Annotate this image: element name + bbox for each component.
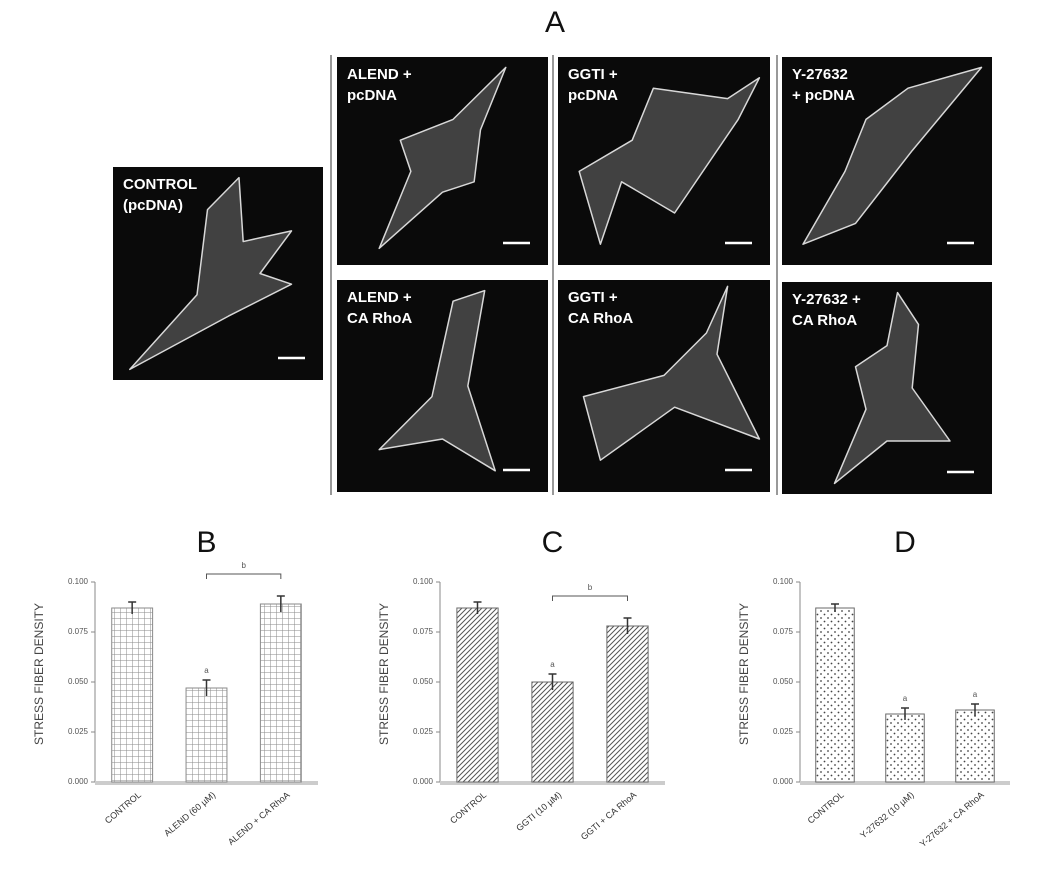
bar: [885, 713, 925, 783]
x-tick-label: GGTI (10 µM): [514, 790, 563, 833]
error-bar: [473, 601, 482, 614]
y-tick-label: 0.000: [413, 777, 434, 786]
bracket: [206, 573, 282, 579]
y-axis-label: STRESS FIBER DENSITY: [737, 603, 751, 745]
y-tick-label: 0.100: [413, 577, 434, 586]
error-bar: [202, 679, 211, 696]
cell: [378, 66, 507, 250]
significance-marker: a: [973, 690, 978, 699]
error-bar: [548, 673, 557, 690]
y-axis-label: STRESS FIBER DENSITY: [32, 603, 46, 745]
error-bar: [128, 601, 137, 614]
bar: [185, 687, 228, 783]
panel-label: CA RhoA: [568, 310, 633, 327]
panel-label: ALEND +: [347, 289, 412, 306]
error-bar: [971, 703, 979, 716]
bracket-label: b: [241, 561, 246, 570]
x-tick-label: CONTROL: [448, 790, 488, 826]
significance-marker: a: [204, 666, 209, 675]
significance-marker: a: [903, 694, 908, 703]
panel-label: GGTI +: [568, 66, 618, 83]
significance-marker: a: [550, 660, 555, 669]
y-tick-label: 0.100: [773, 577, 794, 586]
y-axis-label: STRESS FIBER DENSITY: [377, 603, 391, 745]
y-tick-label: 0.050: [413, 677, 434, 686]
panel-label: Y-27632 +: [792, 291, 861, 308]
y-tick-label: 0.025: [413, 727, 434, 736]
y-tick-label: 0.050: [773, 677, 794, 686]
y-tick-label: 0.075: [773, 627, 794, 636]
x-tick-label: Y-27632 + CA RhoA: [918, 790, 986, 849]
y-tick-label: 0.100: [68, 577, 89, 586]
bar: [815, 607, 855, 783]
bar: [111, 607, 154, 783]
panel-label: CA RhoA: [792, 312, 857, 329]
panel-label: pcDNA: [568, 87, 618, 104]
x-tick-label: CONTROL: [806, 790, 846, 826]
bracket-label: b: [588, 583, 593, 592]
chart-title: B: [196, 526, 216, 559]
y-tick-label: 0.075: [413, 627, 434, 636]
bracket: [552, 595, 628, 601]
y-tick-label: 0.025: [68, 727, 89, 736]
chart-title: D: [894, 526, 916, 559]
error-bar: [901, 707, 909, 720]
panel-label: + pcDNA: [792, 87, 855, 104]
y-tick-label: 0.000: [773, 777, 794, 786]
panel-a-label: A: [545, 6, 565, 39]
panel-label: (pcDNA): [123, 197, 183, 214]
panel-label: GGTI +: [568, 289, 618, 306]
cell: [378, 289, 496, 472]
error-bar: [276, 595, 285, 612]
panel-label: CONTROL: [123, 176, 197, 193]
y-tick-label: 0.000: [68, 777, 89, 786]
bar: [955, 709, 995, 783]
bar: [259, 603, 302, 783]
cell: [582, 285, 761, 461]
error-bar: [831, 603, 839, 612]
x-tick-label: ALEND (60 µM): [162, 790, 217, 839]
cell: [833, 291, 951, 485]
y-tick-label: 0.025: [773, 727, 794, 736]
y-tick-label: 0.075: [68, 627, 89, 636]
cell: [578, 77, 761, 245]
panel-label: ALEND +: [347, 66, 412, 83]
chart-title: C: [542, 526, 564, 559]
x-tick-label: ALEND + CA RhoA: [226, 790, 292, 847]
x-tick-label: Y-27632 (10 µM): [858, 790, 916, 841]
error-bar: [623, 617, 632, 634]
y-tick-label: 0.050: [68, 677, 89, 686]
bar: [531, 681, 574, 783]
panel-label: CA RhoA: [347, 310, 412, 327]
cell: [129, 176, 293, 371]
bar: [456, 607, 499, 783]
x-tick-label: GGTI + CA RhoA: [579, 790, 639, 842]
bar: [606, 625, 649, 783]
panel-label: pcDNA: [347, 87, 397, 104]
cell: [802, 66, 983, 245]
panel-label: Y-27632: [792, 66, 848, 83]
x-tick-label: CONTROL: [103, 790, 143, 826]
